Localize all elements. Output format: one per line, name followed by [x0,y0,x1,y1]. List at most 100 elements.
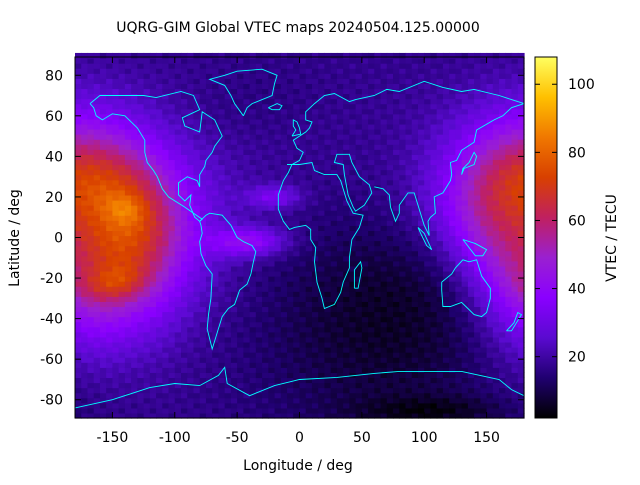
heatmap-cell [106,246,113,252]
heatmap-cell [480,367,487,373]
heatmap-cell [462,306,469,312]
heatmap-cell [175,205,182,211]
heatmap-cell [250,388,257,394]
heatmap-cell [275,94,282,100]
heatmap-cell [94,286,101,292]
heatmap-cell [275,362,282,368]
heatmap-cell [137,144,144,150]
heatmap-cell [175,175,182,181]
heatmap-cell [262,398,269,404]
heatmap-cell [449,144,456,150]
heatmap-cell [218,63,225,69]
heatmap-cell [318,164,325,170]
heatmap-cell [399,109,406,115]
heatmap-cell [324,109,331,115]
heatmap-cell [387,322,394,328]
heatmap-cell [381,94,388,100]
heatmap-cell [218,235,225,241]
heatmap-cell [237,119,244,125]
heatmap-cell [387,104,394,110]
heatmap-cell [75,408,82,414]
heatmap-cell [443,124,450,130]
heatmap-cell [337,200,344,206]
heatmap-cell [131,322,138,328]
heatmap-cell [300,383,307,389]
heatmap-cell [287,180,294,186]
heatmap-cell [75,230,82,236]
heatmap-cell [287,63,294,69]
heatmap-cell [262,210,269,216]
heatmap-cell [418,291,425,297]
heatmap-cell [181,301,188,307]
heatmap-cell [75,205,82,211]
heatmap-cell [156,352,163,358]
heatmap-cell [125,220,132,226]
heatmap-cell [424,357,431,363]
heatmap-cell [300,180,307,186]
heatmap-cell [144,276,151,282]
heatmap-cell [387,377,394,383]
heatmap-cell [343,286,350,292]
heatmap-cell [106,377,113,383]
heatmap-cell [125,291,132,297]
heatmap-cell [474,63,481,69]
heatmap-cell [94,332,101,338]
heatmap-cell [144,175,151,181]
heatmap-cell [169,332,176,338]
heatmap-cell [424,398,431,404]
heatmap-cell [137,215,144,221]
heatmap-cell [81,83,88,89]
heatmap-cell [399,144,406,150]
heatmap-cell [293,205,300,211]
heatmap-cell [468,68,475,74]
heatmap-cell [474,347,481,353]
heatmap-cell [169,114,176,120]
heatmap-cell [94,266,101,272]
heatmap-cell [300,388,307,394]
heatmap-cell [100,393,107,399]
heatmap-cell [418,195,425,201]
heatmap-cell [381,180,388,186]
heatmap-cell [100,99,107,105]
heatmap-cell [462,175,469,181]
heatmap-cell [281,347,288,353]
heatmap-cell [443,281,450,287]
heatmap-cell [268,230,275,236]
heatmap-cell [381,134,388,140]
heatmap-cell [137,104,144,110]
heatmap-cell [275,271,282,277]
heatmap-cell [468,398,475,404]
heatmap-cell [212,291,219,297]
heatmap-cell [393,251,400,257]
heatmap-cell [137,256,144,262]
heatmap-cell [100,388,107,394]
heatmap-cell [368,256,375,262]
heatmap-cell [406,357,413,363]
heatmap-cell [125,88,132,94]
heatmap-cell [75,327,82,333]
heatmap-cell [293,266,300,272]
heatmap-cell [462,139,469,145]
heatmap-cell [243,322,250,328]
heatmap-cell [175,398,182,404]
heatmap-cell [87,53,94,59]
heatmap-cell [250,230,257,236]
heatmap-cell [94,317,101,323]
heatmap-cell [256,296,263,302]
heatmap-cell [281,357,288,363]
heatmap-cell [256,235,263,241]
heatmap-cell [406,185,413,191]
heatmap-cell [262,159,269,165]
heatmap-cell [300,63,307,69]
heatmap-cell [399,256,406,262]
heatmap-cell [430,398,437,404]
heatmap-cell [312,73,319,79]
heatmap-cell [187,367,194,373]
heatmap-cell [399,246,406,252]
heatmap-cell [455,63,462,69]
heatmap-cell [324,119,331,125]
heatmap-cell [125,164,132,170]
heatmap-cell [499,322,506,328]
heatmap-cell [250,225,257,231]
heatmap-cell [406,312,413,318]
